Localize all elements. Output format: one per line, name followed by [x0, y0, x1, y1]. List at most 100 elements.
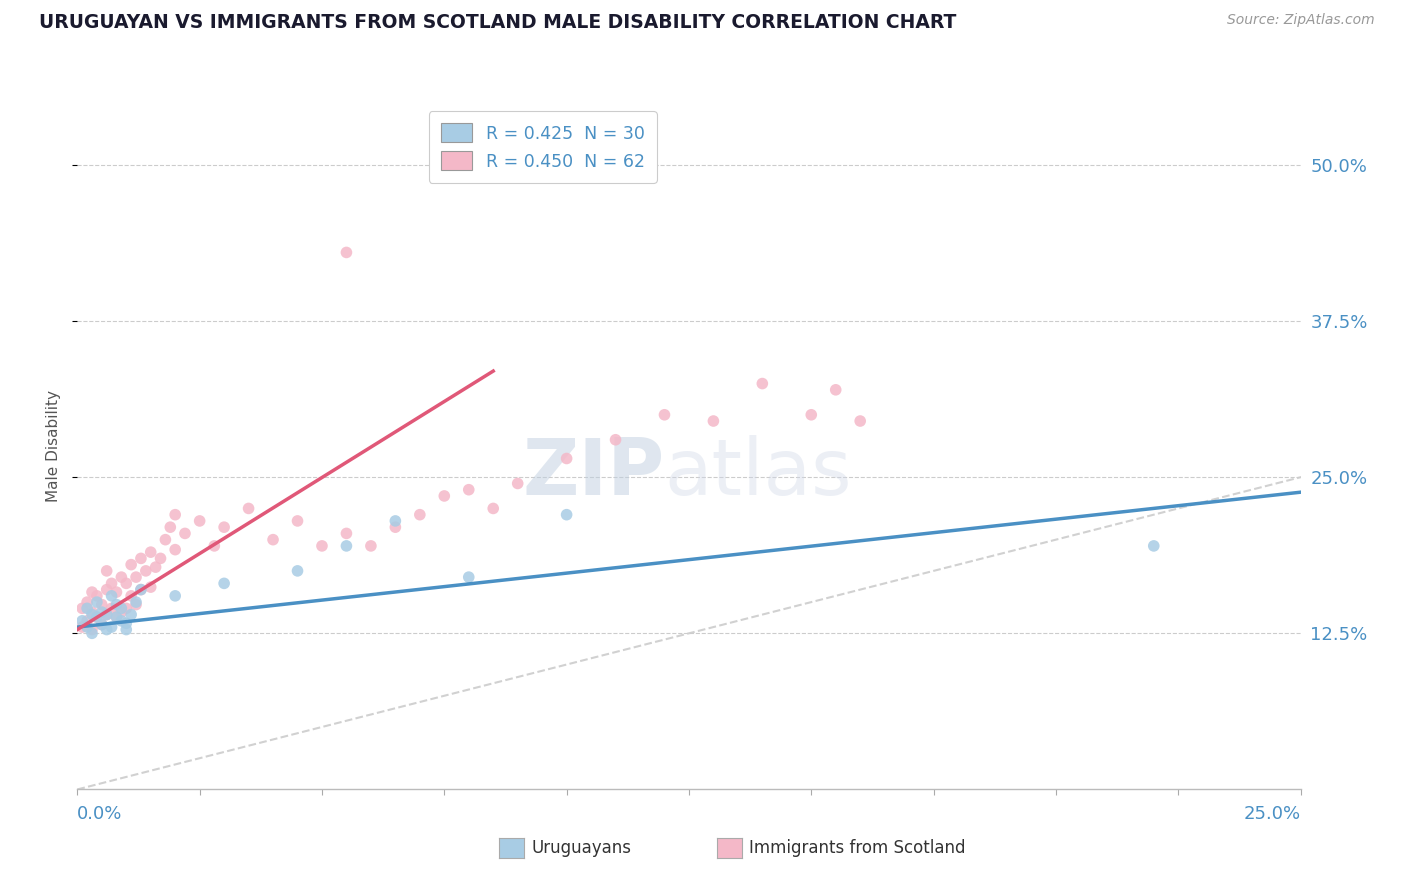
Point [135, 564, 157, 578]
Point [120, 589, 142, 603]
Point [212, 520, 235, 534]
Text: 0.0%: 0.0% [77, 805, 122, 823]
Point [80, 623, 103, 637]
Point [129, 582, 152, 597]
Point [125, 570, 148, 584]
Point [165, 542, 187, 557]
Point [311, 539, 333, 553]
Point [100, 576, 122, 591]
Point [654, 408, 676, 422]
Point [105, 598, 128, 612]
Point [605, 433, 627, 447]
Point [384, 514, 406, 528]
Point [76, 595, 98, 609]
Point [202, 539, 225, 553]
Point [482, 501, 505, 516]
Point [555, 451, 578, 466]
Point [100, 589, 122, 603]
Point [86, 610, 108, 624]
Point [555, 508, 578, 522]
Point [129, 582, 152, 597]
Point [110, 601, 132, 615]
Point [110, 605, 132, 619]
Point [165, 508, 187, 522]
Point [115, 616, 138, 631]
Point [139, 580, 162, 594]
Point [360, 539, 382, 553]
Legend: R = 0.425  N = 30, R = 0.450  N = 62: R = 0.425 N = 30, R = 0.450 N = 62 [429, 112, 657, 183]
Point [702, 414, 724, 428]
Point [139, 545, 162, 559]
Point [96, 607, 118, 622]
Point [70, 614, 93, 628]
Point [110, 614, 132, 628]
Text: Uruguayans: Uruguayans [531, 839, 631, 857]
Point [90, 617, 112, 632]
Point [262, 533, 284, 547]
Text: ZIP: ZIP [522, 435, 665, 511]
Point [105, 610, 128, 624]
Point [96, 564, 118, 578]
Point [384, 520, 406, 534]
Point [433, 489, 456, 503]
Point [80, 626, 103, 640]
Point [125, 598, 148, 612]
Point [76, 614, 98, 628]
Point [238, 501, 260, 516]
Point [86, 610, 108, 624]
Point [80, 607, 103, 622]
Text: 25.0%: 25.0% [1243, 805, 1301, 823]
Point [174, 526, 197, 541]
Text: Source: ZipAtlas.com: Source: ZipAtlas.com [1227, 13, 1375, 28]
Point [335, 539, 357, 553]
Point [70, 620, 93, 634]
Point [188, 514, 211, 528]
Point [105, 585, 128, 599]
Point [76, 620, 98, 634]
Point [212, 576, 235, 591]
Point [86, 589, 108, 603]
Point [96, 607, 118, 622]
Point [86, 595, 108, 609]
Point [506, 476, 529, 491]
Point [800, 408, 823, 422]
Point [115, 576, 138, 591]
Point [80, 605, 103, 619]
Point [105, 610, 128, 624]
Point [115, 623, 138, 637]
Point [849, 414, 872, 428]
Point [115, 601, 138, 615]
Point [457, 570, 479, 584]
Point [110, 570, 132, 584]
Point [287, 514, 309, 528]
Point [149, 551, 172, 566]
Point [335, 245, 357, 260]
Point [287, 564, 309, 578]
Point [96, 582, 118, 597]
Text: atlas: atlas [665, 435, 852, 511]
Point [751, 376, 773, 391]
Text: Immigrants from Scotland: Immigrants from Scotland [749, 839, 966, 857]
Point [1143, 539, 1166, 553]
Point [409, 508, 432, 522]
Point [70, 601, 93, 615]
Point [100, 620, 122, 634]
Point [120, 558, 142, 572]
Point [145, 560, 167, 574]
Point [120, 607, 142, 622]
Point [129, 551, 152, 566]
Point [125, 595, 148, 609]
Point [165, 589, 187, 603]
Point [96, 623, 118, 637]
Point [335, 526, 357, 541]
Point [76, 601, 98, 615]
Text: URUGUAYAN VS IMMIGRANTS FROM SCOTLAND MALE DISABILITY CORRELATION CHART: URUGUAYAN VS IMMIGRANTS FROM SCOTLAND MA… [39, 13, 956, 32]
Point [90, 617, 112, 632]
Y-axis label: Male Disability: Male Disability [46, 390, 62, 502]
Point [90, 598, 112, 612]
Point [457, 483, 479, 497]
Point [155, 533, 177, 547]
Point [100, 601, 122, 615]
Point [90, 605, 112, 619]
Point [159, 520, 181, 534]
